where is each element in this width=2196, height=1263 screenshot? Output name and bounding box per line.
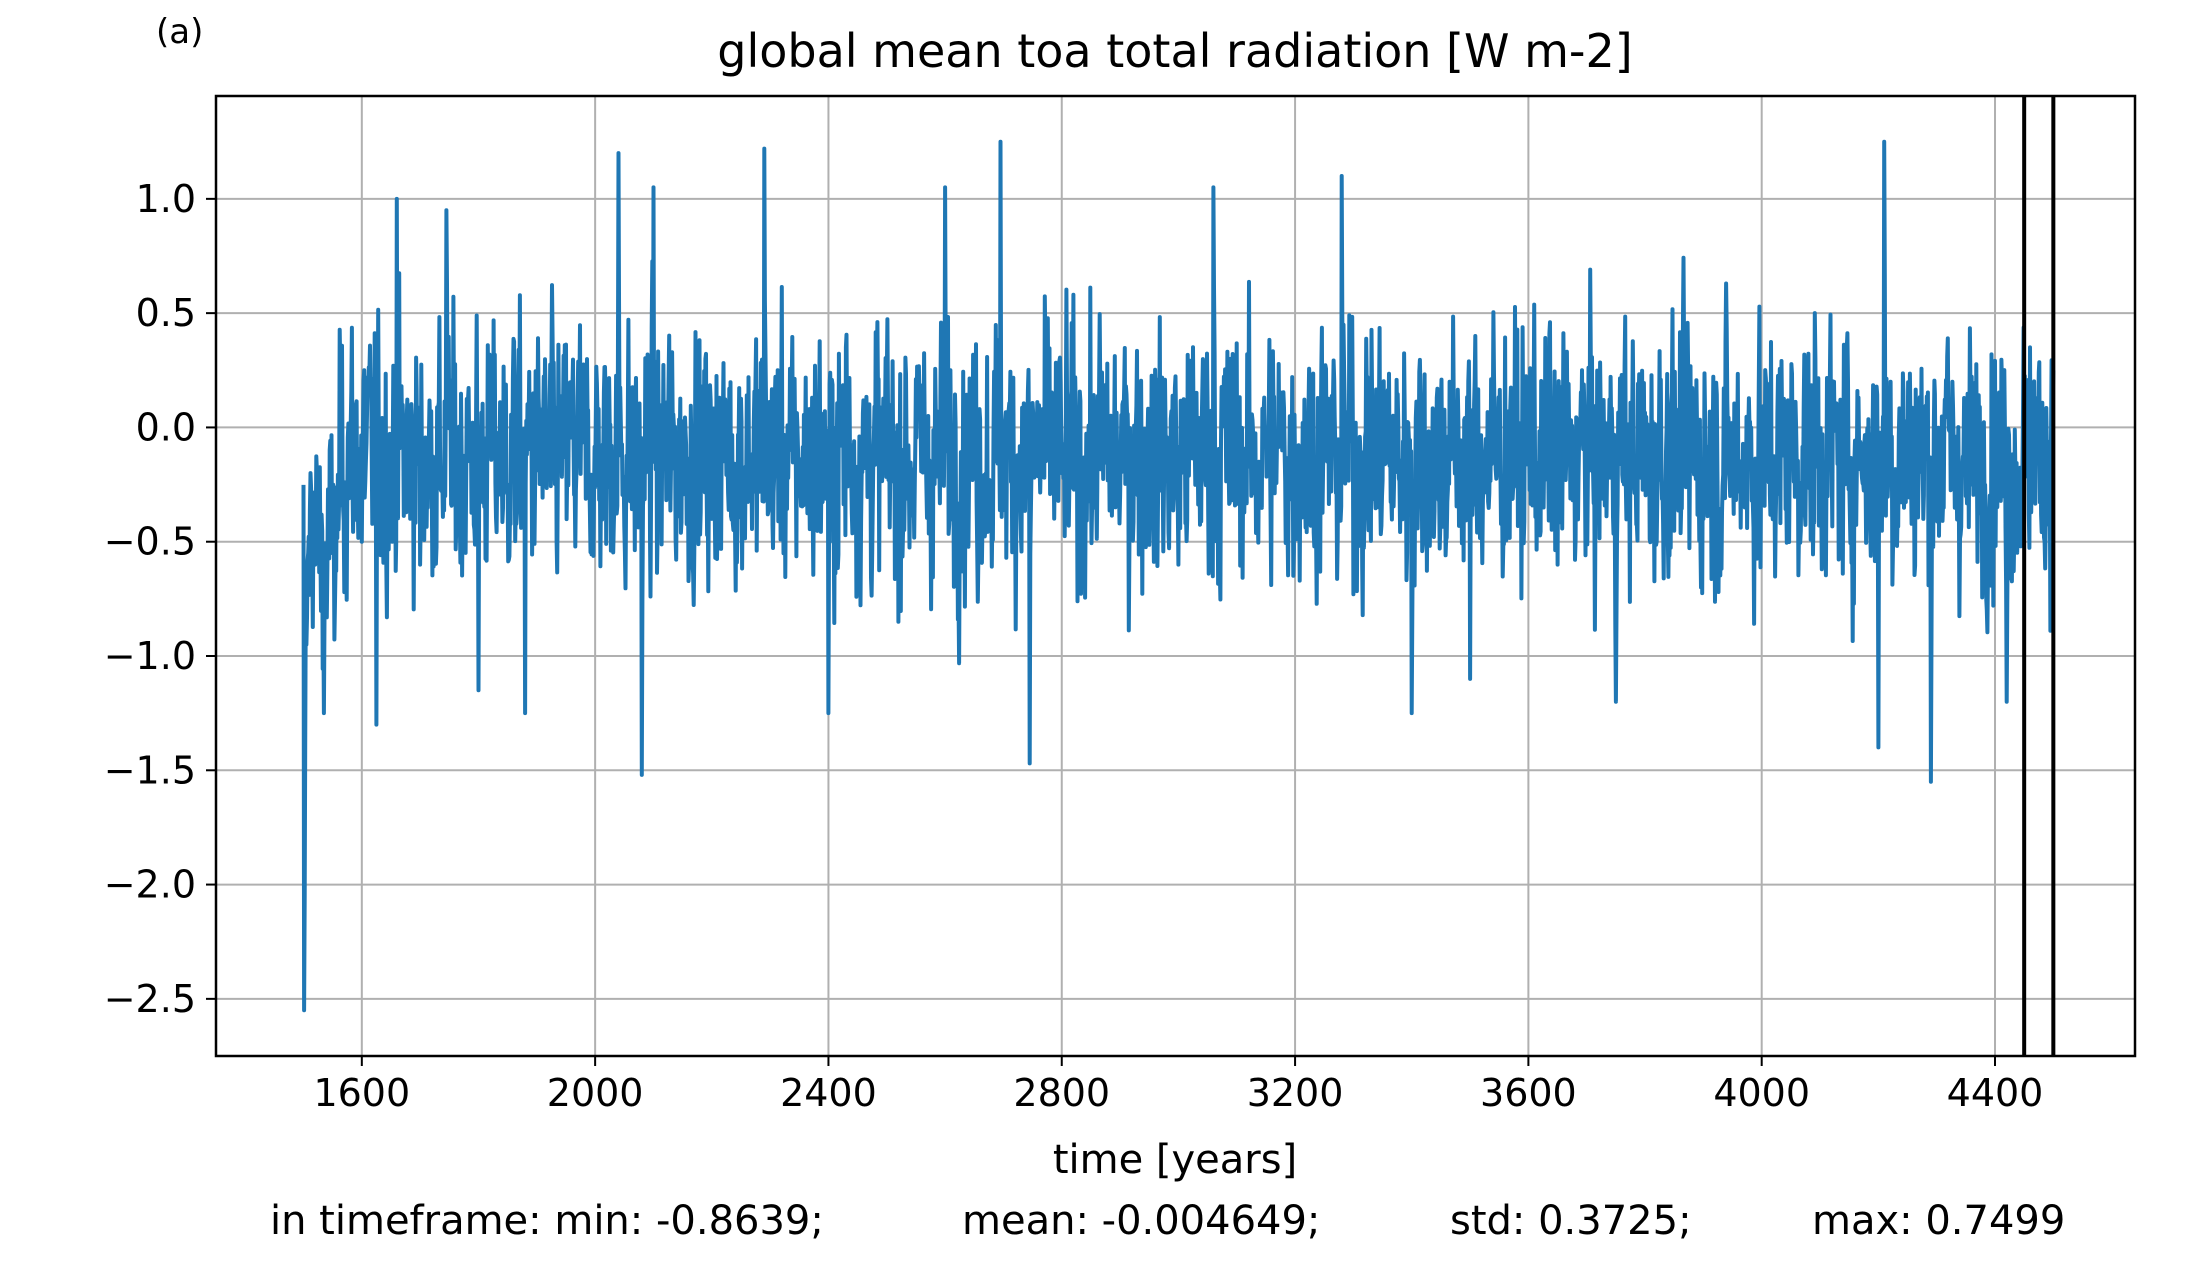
stats-std: std: 0.3725; — [1450, 1198, 1692, 1244]
stats-mean: mean: -0.004649; — [962, 1198, 1321, 1244]
x-tick-label: 4400 — [1947, 1071, 2044, 1115]
x-tick-label: 4000 — [1713, 1071, 1810, 1115]
y-tick-label: 0.5 — [136, 291, 196, 335]
plot-frame — [214, 94, 2137, 1058]
data-series — [301, 139, 2056, 1013]
x-tick-label: 2400 — [780, 1071, 877, 1115]
y-tick-label: 1.0 — [136, 177, 196, 221]
stats-min: in timeframe: min: -0.8639; — [270, 1198, 824, 1244]
vertical-markers — [2022, 96, 2056, 1056]
y-tick-label: −1.0 — [104, 634, 196, 678]
series-line — [301, 139, 2056, 1013]
panel-label: (a) — [156, 12, 204, 52]
chart-title: global mean toa total radiation [W m-2] — [717, 24, 1632, 78]
x-tick-label: 2800 — [1013, 1071, 1110, 1115]
y-axis-ticks: −2.5 −2.0 −1.5 −1.0 −0.5 0.0 0.5 1.0 — [104, 177, 216, 1021]
stats-max: max: 0.7499 — [1812, 1198, 2066, 1244]
x-axis-ticks: 1600 2000 2400 2800 3200 3600 4000 4400 — [313, 1056, 2043, 1115]
y-tick-label: −0.5 — [104, 520, 196, 564]
y-tick-label: −2.5 — [104, 977, 196, 1021]
y-tick-label: 0.0 — [136, 405, 196, 449]
grid — [216, 96, 2135, 1056]
x-tick-label: 3600 — [1480, 1071, 1577, 1115]
y-tick-label: −1.5 — [104, 748, 196, 792]
y-tick-label: −2.0 — [104, 863, 196, 907]
x-tick-label: 1600 — [313, 1071, 410, 1115]
x-tick-label: 3200 — [1247, 1071, 1344, 1115]
x-axis-label: time [years] — [1053, 1137, 1297, 1183]
x-tick-label: 2000 — [547, 1071, 644, 1115]
